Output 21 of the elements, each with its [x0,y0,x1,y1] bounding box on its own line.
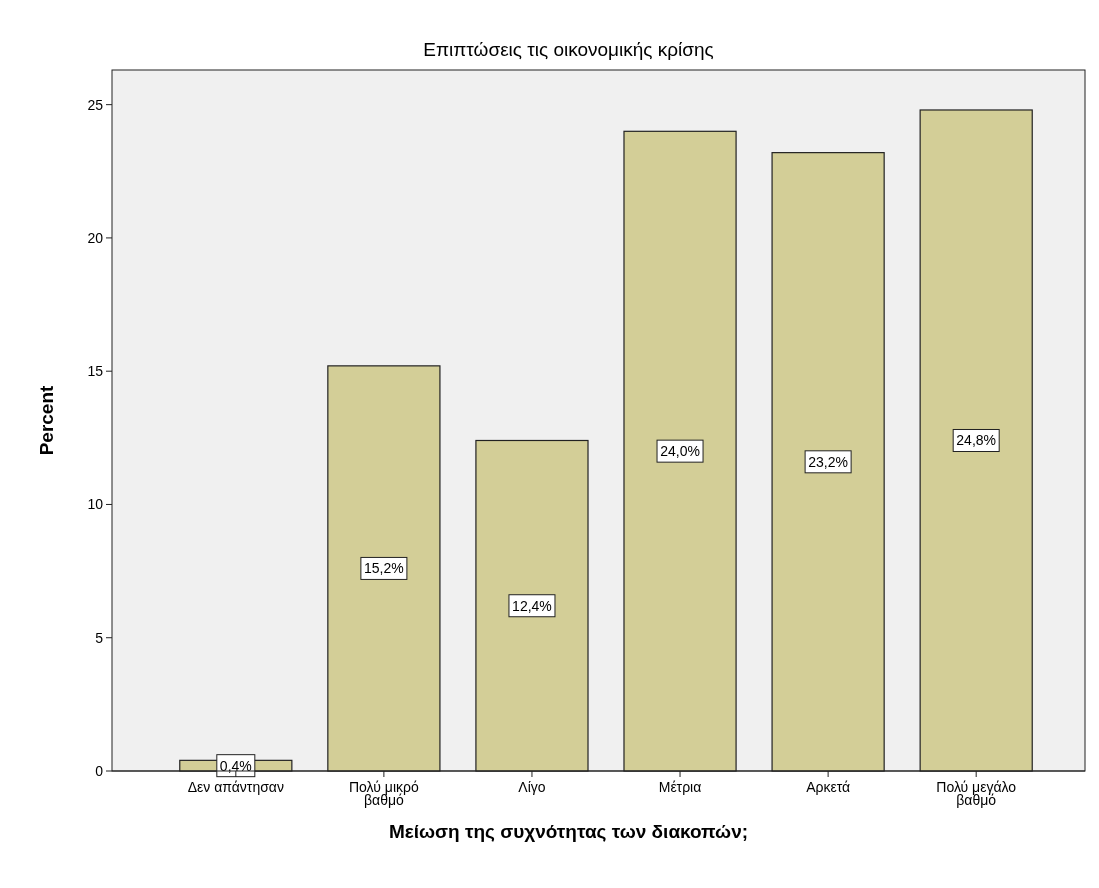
y-tick-label: 5 [95,629,104,646]
data-label: 24,8% [956,432,997,449]
y-tick-label: 0 [95,763,104,779]
x-axis-title: Μείωση της συχνότητας των διακοπών; [388,821,749,842]
data-label: 12,4% [512,597,552,614]
x-tick-label: Λίγο [518,779,546,795]
data-label: 0,4% [219,757,252,774]
x-tick-label: Πολύ μικρό βαθμό [349,779,419,808]
y-tick-label: 25 [87,96,104,113]
data-label: 15,2% [364,560,404,577]
x-tick-label: Πολύ μεγάλο βαθμό [936,779,1017,808]
y-axis-title: Percent [36,384,57,456]
x-tick-label: Αρκετά [806,779,851,795]
data-label: 23,2% [808,453,848,470]
chart-title: Επιπτώσεις τις οικονομικής κρίσης [423,39,714,60]
data-label: 24,0% [660,443,700,460]
x-tick-label: Μέτρια [658,779,702,795]
y-tick-label: 20 [87,229,104,246]
y-tick-label: 10 [87,496,104,513]
x-tick-label: Δεν απάντησαν [187,779,284,795]
y-tick-label: 15 [87,363,104,380]
